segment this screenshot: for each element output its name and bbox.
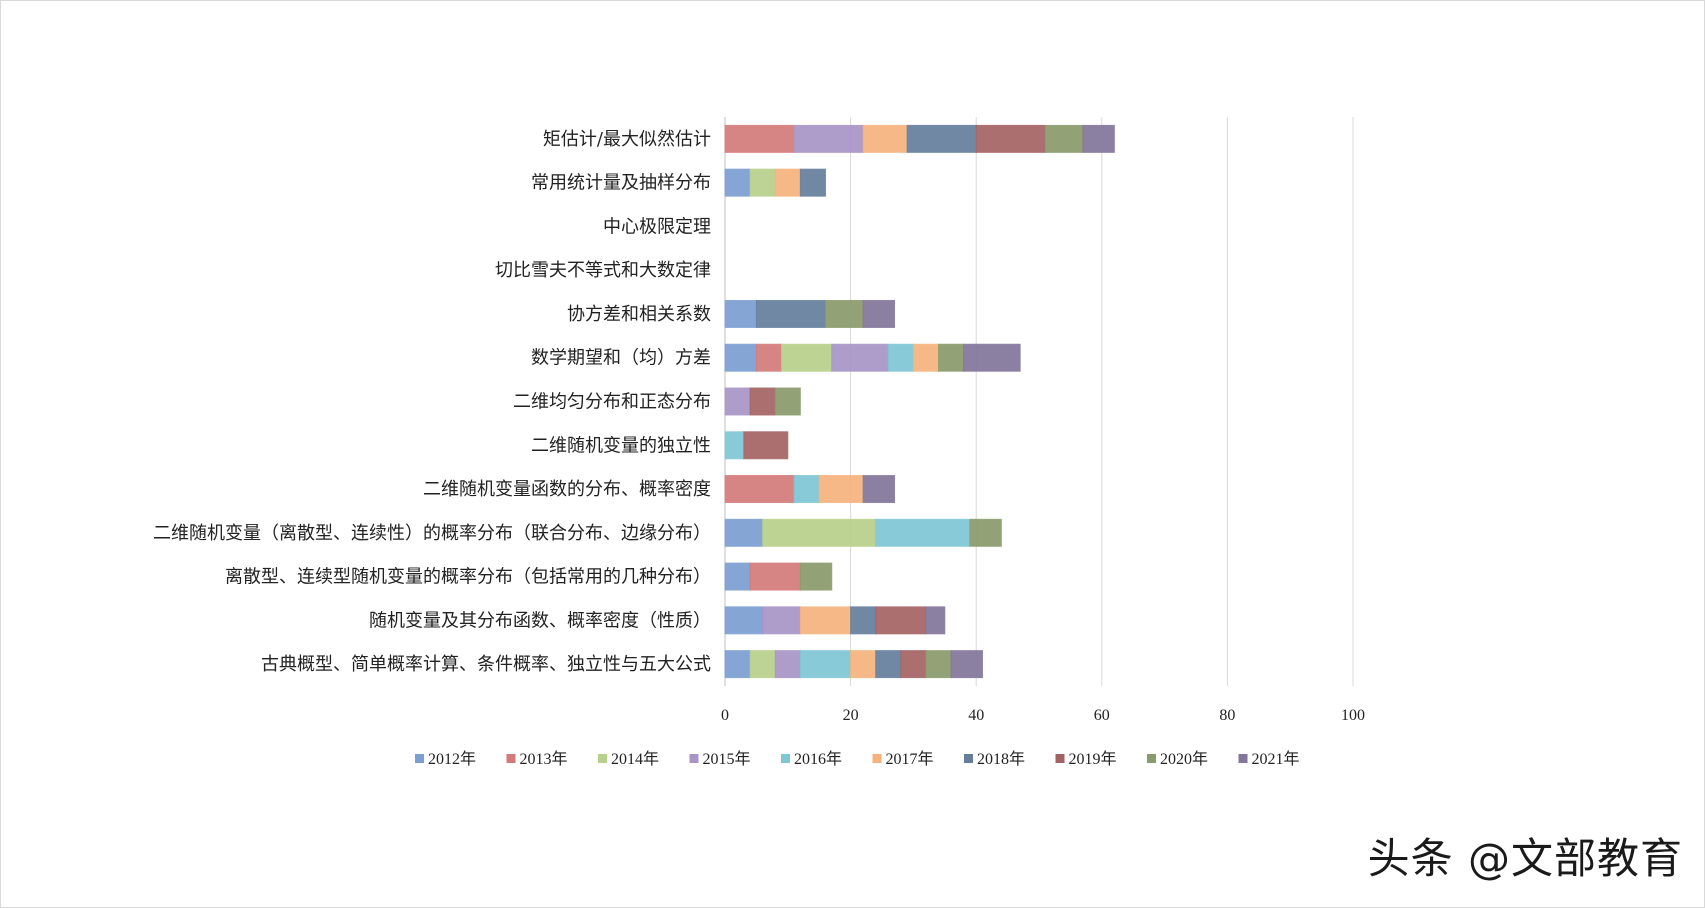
bar-segment	[755, 299, 826, 328]
bar-segment	[774, 650, 801, 679]
legend-swatch	[598, 754, 607, 763]
bar-segment	[724, 562, 751, 591]
category-label: 古典概型、简单概率计算、条件概率、独立性与五大公式	[261, 654, 711, 675]
bar-segment	[781, 343, 833, 372]
bar-segment	[906, 124, 977, 153]
bar-segment	[875, 518, 971, 547]
bar-segment	[875, 606, 927, 635]
category-label: 二维随机变量（离散型、连续性）的概率分布（联合分布、边缘分布）	[153, 523, 711, 544]
x-tick-label: 80	[1219, 707, 1235, 724]
bar-segment	[743, 431, 789, 460]
legend-label: 2013年	[520, 750, 568, 768]
bar-segment	[724, 124, 795, 153]
x-tick-label: 40	[968, 707, 984, 724]
bar-segment	[925, 606, 946, 635]
bar-segment	[724, 606, 764, 635]
legend-swatch	[872, 754, 882, 763]
x-tick-label: 60	[1094, 707, 1110, 724]
category-label: 二维随机变量的独立性	[531, 435, 711, 456]
bar-segment	[724, 168, 751, 197]
bar-segment	[724, 299, 757, 328]
bar-segment	[749, 650, 776, 679]
bar-segment	[862, 475, 896, 504]
bar-segment	[793, 124, 864, 153]
bar-segment	[850, 650, 877, 679]
category-label: 二维随机变量函数的分布、概率密度	[423, 479, 711, 500]
bar-segment	[724, 475, 795, 504]
bar-segment	[749, 562, 801, 591]
bar-segment	[862, 124, 908, 153]
legend-label: 2020年	[1160, 750, 1208, 768]
legend-swatch	[506, 754, 516, 763]
legend-label: 2015年	[703, 750, 751, 768]
category-label: 协方差和相关系数	[567, 304, 711, 325]
legend-label: 2014年	[611, 750, 659, 768]
category-label: 离散型、连续型随机变量的概率分布（包括常用的几种分布）	[225, 567, 711, 588]
bar-segment	[755, 343, 783, 372]
legend-swatch	[415, 754, 424, 763]
legend-label: 2017年	[886, 750, 934, 768]
legend-swatch	[1238, 754, 1248, 763]
bar-segment	[774, 387, 801, 416]
bar-segment	[938, 343, 965, 372]
category-label: 矩估计/最大似然估计	[543, 129, 711, 150]
bar-segment	[1044, 124, 1084, 153]
x-tick-label: 100	[1341, 707, 1365, 724]
bar-segment	[912, 343, 940, 372]
bar-segment	[724, 518, 764, 547]
legend-label: 2019年	[1069, 750, 1117, 768]
bar-segment	[975, 124, 1046, 153]
legend-label: 2018年	[977, 750, 1025, 768]
bar-segment	[831, 343, 889, 372]
bar-segment	[749, 387, 776, 416]
bar-segment	[950, 650, 983, 679]
bar-segment	[1082, 124, 1115, 153]
bar-segment	[724, 650, 751, 679]
legend-label: 2016年	[794, 750, 842, 768]
legend-label: 2021年	[1252, 750, 1300, 768]
legend-swatch	[781, 754, 790, 763]
bar-segment	[850, 606, 877, 635]
category-label: 中心极限定理	[603, 216, 711, 237]
bar-segment	[969, 518, 1002, 547]
legend-swatch	[1147, 754, 1156, 763]
category-label: 切比雪夫不等式和大数定律	[495, 260, 711, 281]
x-tick-label: 20	[843, 707, 859, 724]
legend-swatch	[964, 754, 973, 763]
legend-swatch	[689, 754, 699, 763]
category-label: 常用统计量及抽样分布	[531, 173, 711, 194]
bar-segment	[824, 299, 864, 328]
bar-segment	[900, 650, 927, 679]
legend-swatch	[1055, 754, 1065, 763]
bar-segment	[818, 475, 864, 504]
bar-segment	[875, 650, 902, 679]
bar-segment	[799, 168, 826, 197]
bar-segment	[887, 343, 914, 372]
bar-segment	[799, 562, 833, 591]
bar-segment	[925, 650, 952, 679]
bar-segment	[724, 343, 757, 372]
bar-segment	[724, 431, 745, 460]
bar-segment	[724, 387, 751, 416]
category-label: 随机变量及其分布函数、概率密度（性质）	[369, 610, 711, 631]
bar-segment	[862, 299, 896, 328]
bar-segment	[963, 343, 1021, 372]
watermark: 头条 @文部教育	[1367, 834, 1683, 883]
bar-segment	[762, 606, 801, 635]
category-label: 二维均匀分布和正态分布	[513, 392, 711, 413]
bar-segment	[799, 650, 852, 679]
legend-label: 2012年	[428, 750, 476, 768]
bar-segment	[799, 606, 852, 635]
category-label: 数学期望和（均）方差	[531, 348, 711, 369]
bar-segment	[762, 518, 877, 547]
x-tick-label: 0	[721, 707, 729, 724]
bar-segment	[793, 475, 820, 504]
bar-segment	[774, 168, 801, 197]
bar-segment	[749, 168, 776, 197]
